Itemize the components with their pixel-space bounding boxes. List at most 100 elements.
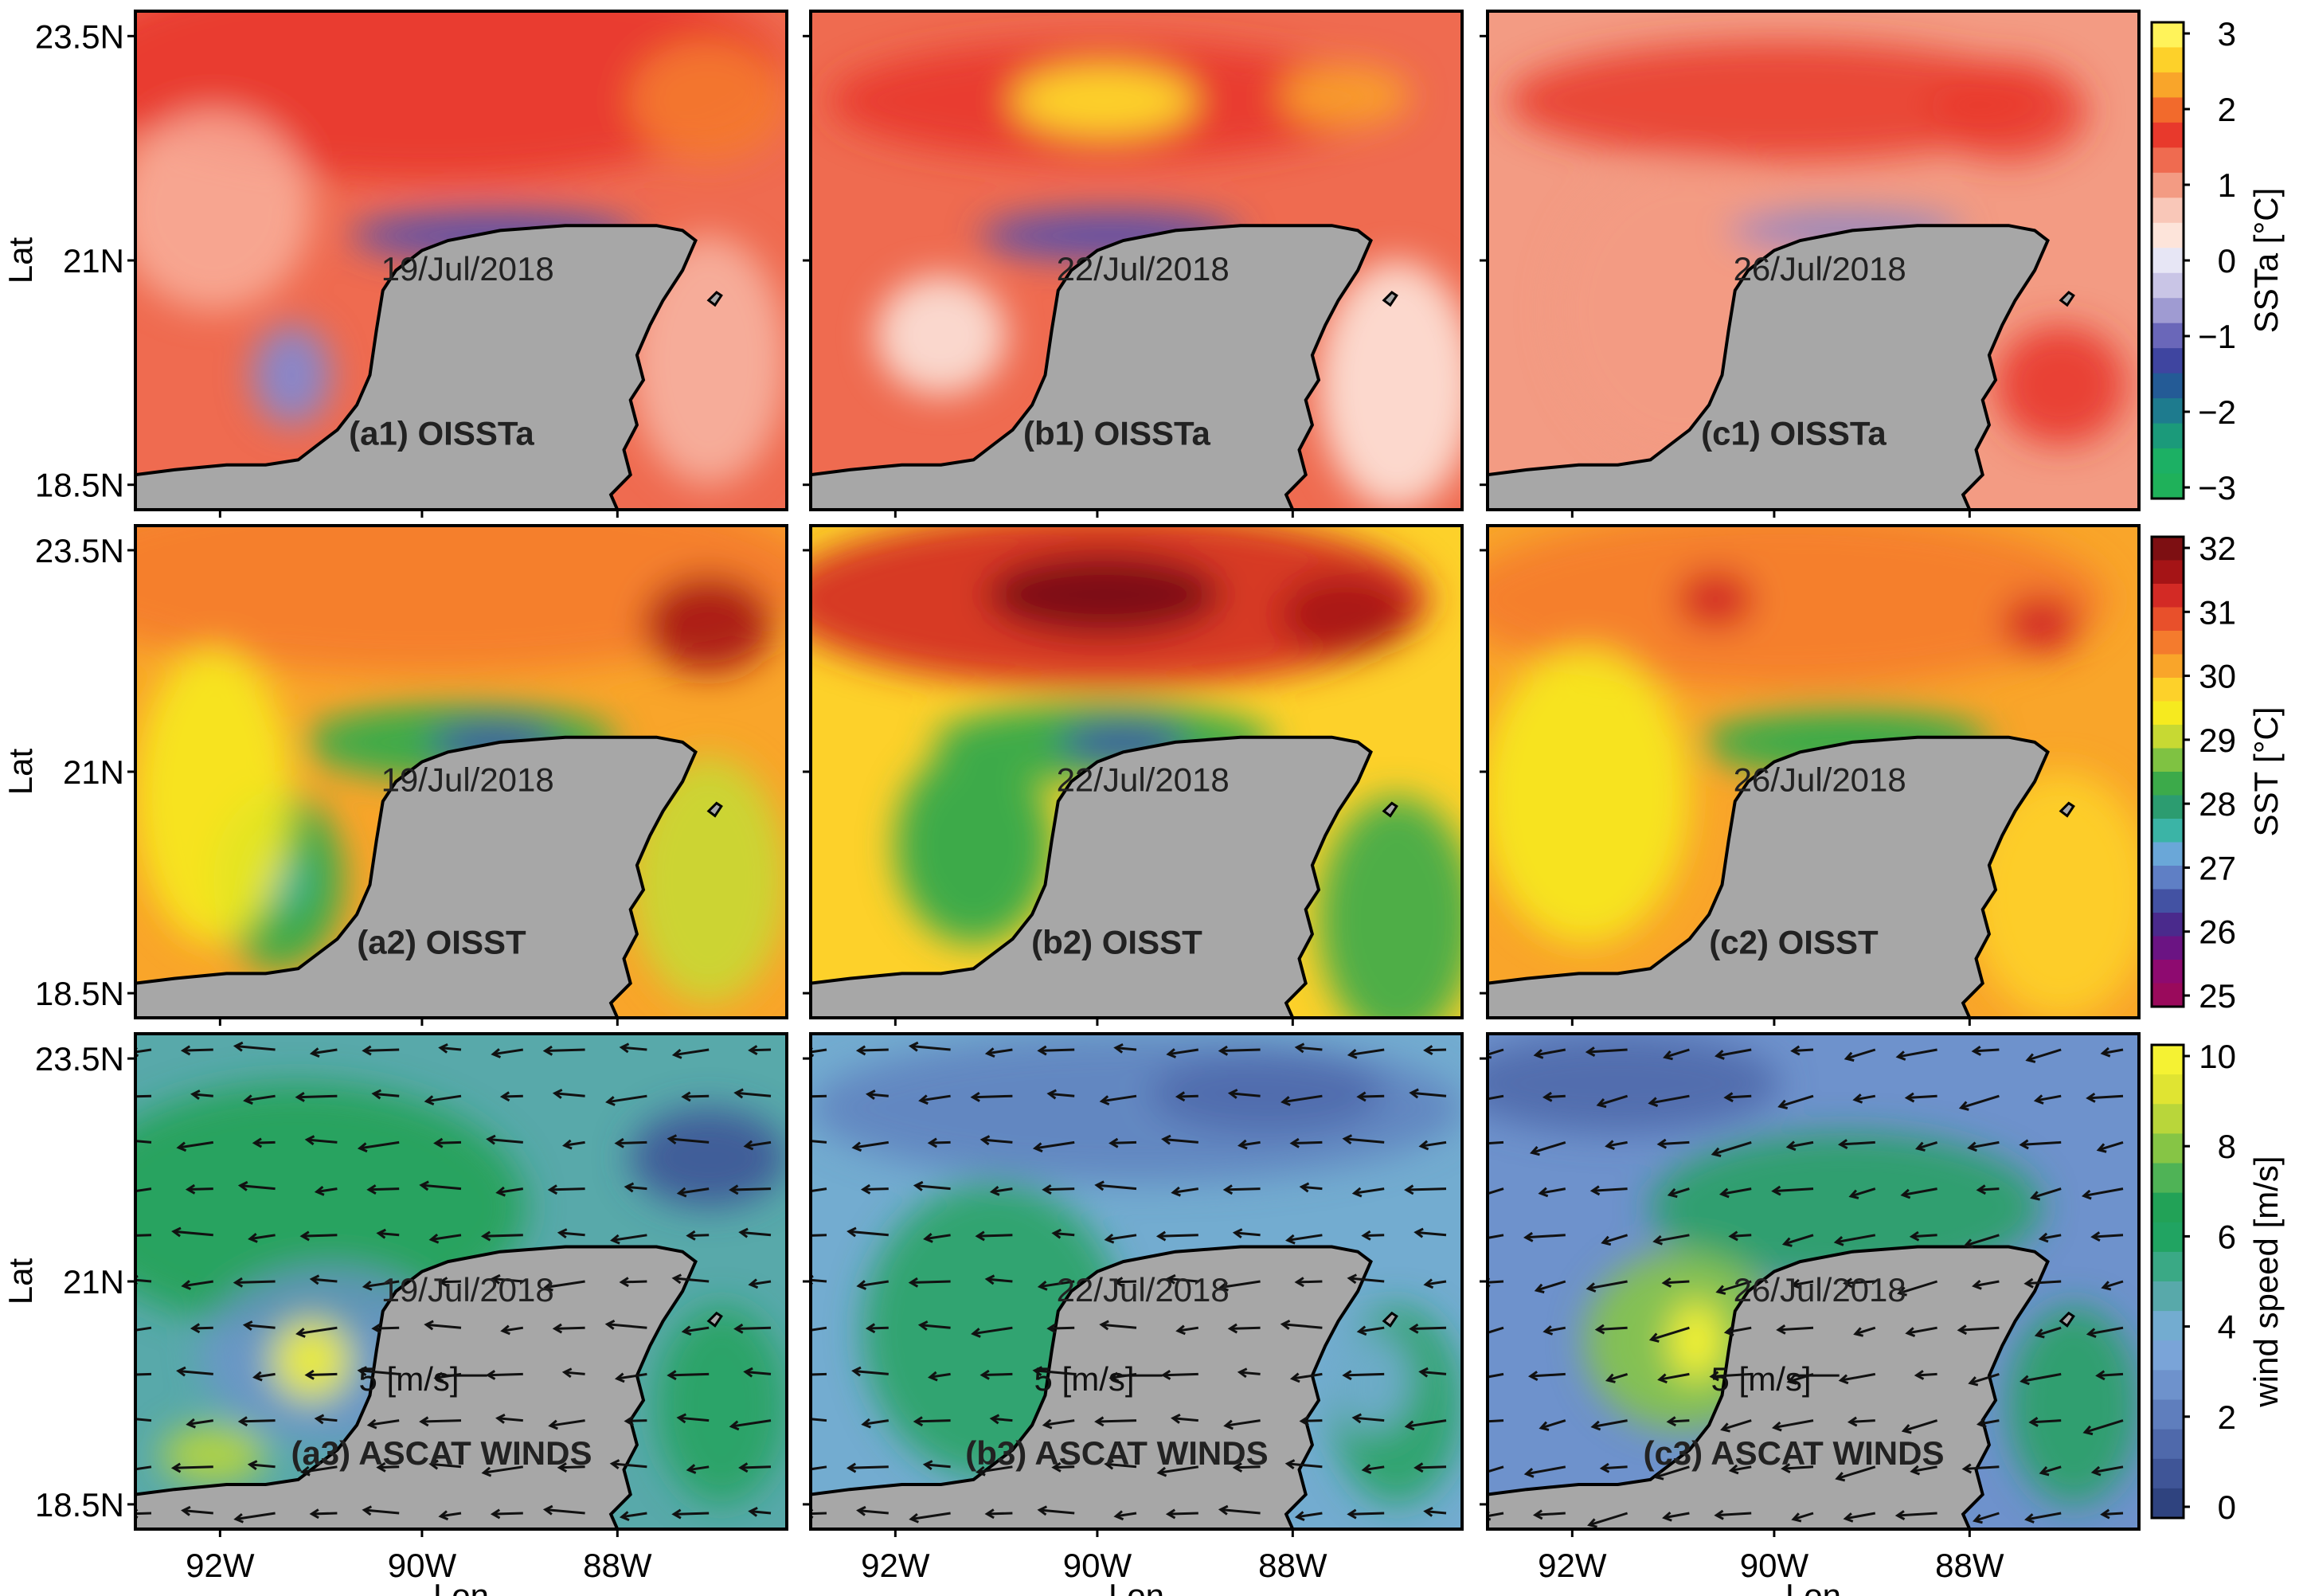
wind-arrow xyxy=(369,1187,400,1191)
wind-arrow xyxy=(1836,1465,1876,1481)
wind-arrow-head xyxy=(299,1230,310,1242)
wind-arrow-head xyxy=(619,1042,630,1054)
wind-arrow xyxy=(730,1187,772,1191)
wind-arrow-head xyxy=(233,1512,244,1524)
land-cozumel xyxy=(706,801,723,818)
wind-arrow xyxy=(741,1230,772,1237)
wind-arrow-head xyxy=(438,1510,449,1521)
wind-arrow xyxy=(1906,1326,1937,1335)
map-panel: 22/Jul/2018 (b3) ASCAT WINDS 5 [m/s] xyxy=(796,1032,1464,1537)
wind-arrow xyxy=(1234,1231,1261,1237)
field-contour xyxy=(1488,1034,1781,1133)
panel-title: (c3) ASCAT WINDS xyxy=(1643,1434,1944,1472)
wind-arrow-head xyxy=(1356,1091,1367,1102)
wind-arrow xyxy=(1163,1372,1198,1377)
wind-arrow-head xyxy=(1652,1234,1663,1246)
field-contour xyxy=(135,111,311,311)
wind-arrow-head xyxy=(111,1414,119,1422)
wind-arrow xyxy=(1239,1371,1261,1375)
wind-arrow-head xyxy=(1478,1140,1485,1148)
wind-arrow-head xyxy=(1844,1051,1855,1062)
land-yucatan xyxy=(811,224,1373,510)
field-contour xyxy=(1149,1053,1384,1133)
wind-arrow-head xyxy=(357,1366,368,1377)
wind-arrow xyxy=(554,1092,585,1097)
wind-arrow-head xyxy=(1838,1374,1849,1385)
wind-arrow-head xyxy=(1409,1323,1419,1334)
wind-arrow-head xyxy=(1847,1416,1858,1427)
lat-tick-label: 21N xyxy=(63,242,124,280)
wind-arrow-head xyxy=(295,1092,305,1102)
wind-arrow xyxy=(311,1277,338,1283)
wind-vectors xyxy=(111,1041,772,1524)
wind-arrow xyxy=(1354,1187,1385,1195)
wind-arrow xyxy=(1054,1465,1075,1469)
wind-arrow-head xyxy=(438,1042,448,1054)
wind-arrow xyxy=(364,1280,400,1289)
wind-arrow-head xyxy=(610,1234,620,1245)
wind-arrow-head xyxy=(909,1512,919,1524)
wind-arrow xyxy=(910,1512,951,1520)
wind-arrow xyxy=(492,1512,523,1516)
colorbar-swatch xyxy=(2152,913,2184,937)
wind-arrow-head xyxy=(1585,1046,1596,1057)
colorbar-swatch xyxy=(2152,272,2184,299)
wind-scale-label: 5 [m/s] xyxy=(1711,1360,1812,1398)
wind-arrow xyxy=(1898,1280,1938,1295)
wind-arrow-head xyxy=(1475,1470,1483,1478)
wind-arrow-head xyxy=(908,1041,919,1052)
wind-arrow-head xyxy=(186,1418,196,1429)
wind-arrow xyxy=(235,1280,276,1284)
wind-arrow-head xyxy=(1423,1506,1433,1517)
wind-arrow-head xyxy=(1037,1281,1048,1291)
wind-arrow xyxy=(1974,1512,2000,1522)
wind-arrow-head xyxy=(121,1232,128,1240)
wind-arrow xyxy=(621,1512,647,1519)
wind-arrow-head xyxy=(237,1416,248,1427)
wind-arrow xyxy=(1906,1094,1937,1099)
wind-arrow xyxy=(502,1094,523,1098)
wind-arrow-head xyxy=(1976,1184,1987,1195)
wind-arrow xyxy=(987,1048,1013,1055)
wind-arrow-head xyxy=(1842,1277,1853,1289)
wind-arrow xyxy=(811,1140,827,1144)
wind-arrow xyxy=(915,1184,951,1191)
wind-arrow xyxy=(1349,1512,1385,1516)
wind-arrow xyxy=(359,1369,400,1375)
wind-arrow-head xyxy=(499,1091,510,1102)
wind-arrow-head xyxy=(1587,1518,1597,1528)
wind-arrow-head xyxy=(1601,1235,1612,1246)
wind-arrow-head xyxy=(1218,1045,1229,1056)
wind-arrow-head xyxy=(2100,1046,2111,1058)
lat-tick-label: 23.5N xyxy=(35,18,124,55)
colorbar-swatch xyxy=(2152,560,2184,585)
wind-arrow xyxy=(307,1138,338,1144)
wind-arrow xyxy=(1488,1372,1504,1379)
wind-arrow xyxy=(1488,1326,1504,1334)
wind-arrow-head xyxy=(1404,1420,1415,1431)
colorbar-swatch xyxy=(2152,584,2184,608)
wind-arrow-head xyxy=(1663,1050,1673,1061)
wind-arrow xyxy=(1239,1140,1261,1147)
wind-arrow xyxy=(1172,1417,1198,1422)
field-contour xyxy=(1488,526,2106,688)
wind-arrow-head xyxy=(1968,1376,1979,1387)
colorbar-swatch xyxy=(2152,537,2184,561)
wind-arrow xyxy=(669,1372,710,1377)
wind-arrow xyxy=(183,1280,214,1288)
wind-arrow-head xyxy=(855,1045,866,1056)
wind-arrow xyxy=(1788,1140,1814,1148)
wind-arrow-head xyxy=(796,1466,804,1474)
wind-arrow-head xyxy=(491,1273,501,1285)
wind-arrow-head xyxy=(233,1277,244,1288)
wind-arrow-head xyxy=(237,1180,248,1191)
wind-arrow xyxy=(1902,1187,1937,1196)
x-axis-label: Lon xyxy=(433,1577,489,1596)
field-contour xyxy=(643,574,774,674)
wind-arrow xyxy=(740,1465,772,1469)
wind-arrow xyxy=(235,1512,276,1520)
wind-arrow-head xyxy=(748,1045,758,1055)
wind-arrow-head xyxy=(984,1274,995,1285)
wind-arrow-head xyxy=(485,1370,496,1380)
wind-arrow xyxy=(848,1230,889,1237)
